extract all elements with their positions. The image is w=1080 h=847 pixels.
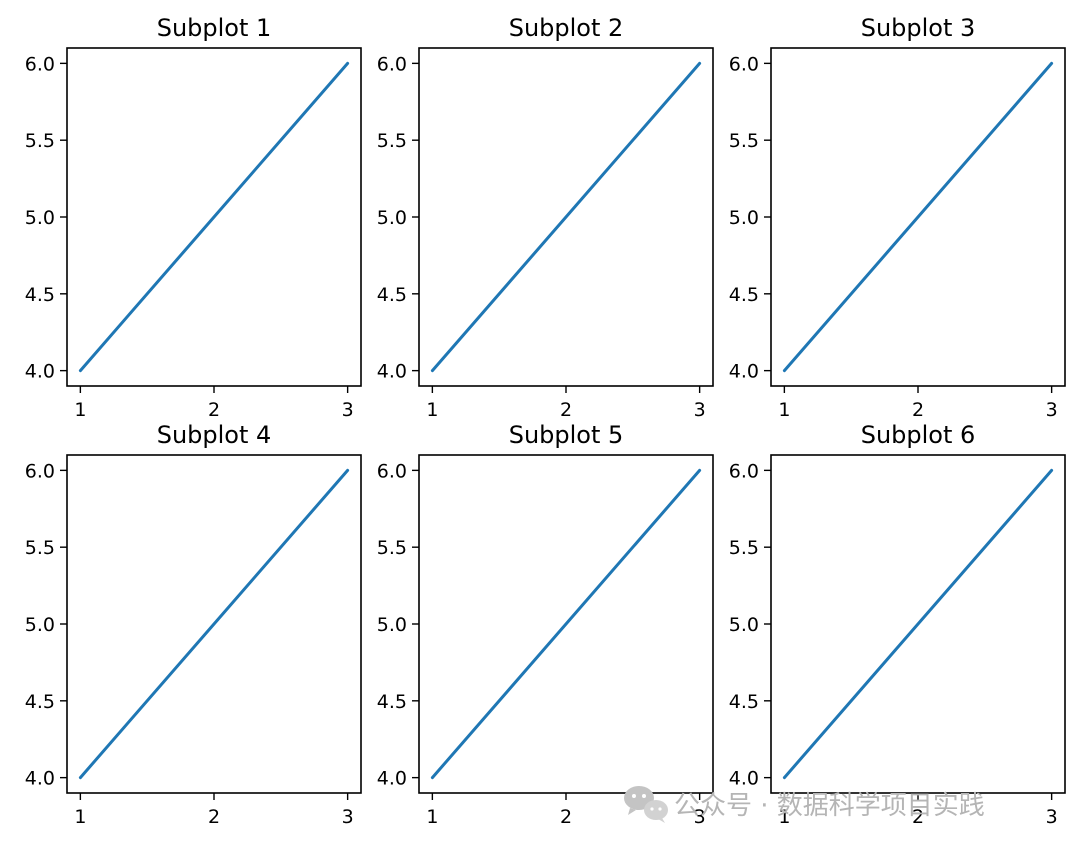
subplot-6: Subplot 6 1 2 3 4.0 4.5 5.0 5.5 6.0 [729, 421, 1066, 828]
series-line [78, 61, 350, 373]
subplot-title: Subplot 5 [509, 421, 624, 449]
x-tick-label: 2 [208, 399, 220, 421]
y-tick-label: 5.0 [25, 207, 55, 229]
x-tick-label: 2 [560, 399, 572, 421]
x-tick-label: 2 [912, 399, 924, 421]
y-tick-label: 5.0 [25, 614, 55, 636]
y-tick-label: 4.5 [25, 284, 55, 306]
series-line [430, 61, 702, 373]
y-tick-label: 5.5 [25, 130, 55, 152]
x-tick-label: 1 [426, 806, 438, 828]
subplot-4: Subplot 4 1 2 3 4.0 4.5 5.0 5.5 6.0 [25, 421, 362, 828]
y-tick-label: 4.0 [377, 361, 407, 383]
y-tick-label: 6.0 [729, 460, 759, 482]
y-tick-label: 4.0 [377, 768, 407, 790]
y-tick-label: 4.5 [729, 691, 759, 713]
x-tick-label: 1 [778, 399, 790, 421]
y-tick-label: 4.5 [729, 284, 759, 306]
y-tick-label: 5.0 [377, 207, 407, 229]
x-tick-label: 3 [694, 806, 706, 828]
x-tick-label: 2 [912, 806, 924, 828]
subplot-title: Subplot 4 [157, 421, 272, 449]
y-tick-label: 4.0 [25, 768, 55, 790]
wechat-icon [624, 786, 668, 823]
y-tick-label: 5.5 [25, 537, 55, 559]
subplot-title: Subplot 2 [509, 14, 624, 42]
x-tick-label: 1 [426, 399, 438, 421]
y-tick-label: 4.0 [729, 361, 759, 383]
y-tick-label: 5.5 [729, 130, 759, 152]
y-tick-label: 4.5 [377, 284, 407, 306]
y-tick-label: 4.5 [377, 691, 407, 713]
series-line [782, 468, 1054, 780]
x-tick-label: 3 [694, 399, 706, 421]
series-line [78, 468, 350, 780]
y-tick-label: 6.0 [25, 53, 55, 75]
y-tick-label: 6.0 [377, 460, 407, 482]
y-tick-label: 5.5 [729, 537, 759, 559]
watermark-text: 公众号 · 数据科学项目实践 [674, 791, 985, 821]
x-tick-label: 3 [342, 806, 354, 828]
subplot-1: Subplot 1 1 2 3 4.0 4.5 5.0 5.5 6.0 [25, 14, 362, 421]
series-line [430, 468, 702, 780]
x-tick-label: 3 [342, 399, 354, 421]
x-tick-label: 1 [74, 806, 86, 828]
x-tick-label: 3 [1046, 806, 1058, 828]
subplot-2: Subplot 2 1 2 3 4.0 4.5 5.0 5.5 6.0 [377, 14, 714, 421]
subplot-title: Subplot 6 [861, 421, 976, 449]
y-tick-label: 4.0 [25, 361, 55, 383]
y-tick-label: 5.5 [377, 537, 407, 559]
y-tick-label: 4.5 [25, 691, 55, 713]
y-tick-label: 5.0 [377, 614, 407, 636]
subplot-grid: Subplot 1 1 2 3 4.0 4.5 5.0 5.5 6.0 Subplot 2 1 2 3 4… [25, 14, 1066, 828]
y-tick-label: 4.0 [729, 768, 759, 790]
x-tick-label: 3 [1046, 399, 1058, 421]
y-tick-label: 6.0 [729, 53, 759, 75]
y-tick-label: 5.5 [377, 130, 407, 152]
x-tick-label: 1 [74, 399, 86, 421]
subplot-3: Subplot 3 1 2 3 4.0 4.5 5.0 5.5 6.0 [729, 14, 1066, 421]
y-tick-label: 6.0 [377, 53, 407, 75]
subplot-5: Subplot 5 1 2 3 4.0 4.5 5.0 5.5 6.0 [377, 421, 714, 828]
x-tick-label: 2 [208, 806, 220, 828]
y-tick-label: 5.0 [729, 207, 759, 229]
series-line [782, 61, 1054, 373]
y-tick-label: 5.0 [729, 614, 759, 636]
y-tick-label: 6.0 [25, 460, 55, 482]
x-tick-label: 2 [560, 806, 572, 828]
x-tick-label: 1 [778, 806, 790, 828]
watermark: 公众号 · 数据科学项目实践 [624, 786, 985, 823]
subplot-title: Subplot 3 [861, 14, 976, 42]
subplot-title: Subplot 1 [157, 14, 272, 42]
